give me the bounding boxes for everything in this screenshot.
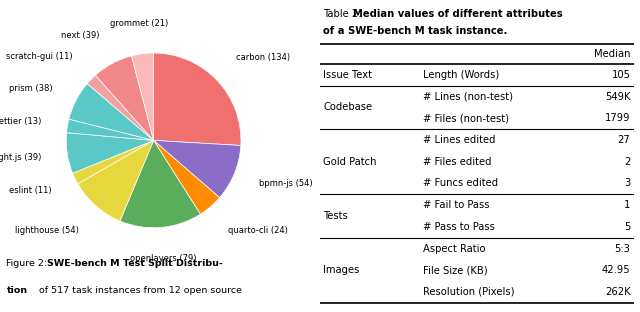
Text: # Pass to Pass: # Pass to Pass bbox=[424, 222, 495, 232]
Text: scratch-gui (11): scratch-gui (11) bbox=[6, 52, 72, 61]
Text: 2: 2 bbox=[624, 157, 630, 167]
Wedge shape bbox=[73, 140, 154, 184]
Text: 27: 27 bbox=[618, 135, 630, 145]
Text: File Size (KB): File Size (KB) bbox=[424, 265, 488, 275]
Text: tion: tion bbox=[6, 286, 28, 295]
Wedge shape bbox=[154, 140, 220, 214]
Text: 262K: 262K bbox=[605, 287, 630, 297]
Text: Length (Words): Length (Words) bbox=[424, 70, 500, 80]
Wedge shape bbox=[120, 140, 200, 228]
Text: # Fail to Pass: # Fail to Pass bbox=[424, 200, 490, 210]
Text: # Lines (non-test): # Lines (non-test) bbox=[424, 92, 513, 102]
Text: 1: 1 bbox=[624, 200, 630, 210]
Text: highlight.js (39): highlight.js (39) bbox=[0, 153, 42, 162]
Text: 5: 5 bbox=[624, 222, 630, 232]
Text: Images: Images bbox=[323, 265, 360, 275]
Wedge shape bbox=[67, 133, 154, 173]
Text: 105: 105 bbox=[611, 70, 630, 80]
Text: 3: 3 bbox=[624, 178, 630, 188]
Text: of a SWE-bench M task instance.: of a SWE-bench M task instance. bbox=[323, 26, 508, 36]
Text: grommet (21): grommet (21) bbox=[110, 19, 168, 28]
Text: of 517 task instances from 12 open source: of 517 task instances from 12 open sourc… bbox=[36, 286, 241, 295]
Wedge shape bbox=[95, 56, 154, 140]
Text: Issue Text: Issue Text bbox=[323, 70, 372, 80]
Text: next (39): next (39) bbox=[61, 31, 100, 40]
Wedge shape bbox=[78, 140, 154, 221]
Wedge shape bbox=[87, 75, 154, 140]
Text: # Files (non-test): # Files (non-test) bbox=[424, 113, 509, 123]
Text: Aspect Ratio: Aspect Ratio bbox=[424, 243, 486, 254]
Text: openlayers (79): openlayers (79) bbox=[130, 254, 196, 263]
Text: Median values of different attributes: Median values of different attributes bbox=[353, 9, 563, 19]
Text: # Funcs edited: # Funcs edited bbox=[424, 178, 499, 188]
Text: bpmn-js (54): bpmn-js (54) bbox=[259, 179, 312, 188]
Text: carbon (134): carbon (134) bbox=[236, 53, 291, 62]
Wedge shape bbox=[132, 53, 154, 140]
Text: SWE-bench M Test Split Distribu-: SWE-bench M Test Split Distribu- bbox=[47, 259, 223, 268]
Text: 549K: 549K bbox=[605, 92, 630, 102]
Text: 1799: 1799 bbox=[605, 113, 630, 123]
Text: Codebase: Codebase bbox=[323, 102, 372, 112]
Wedge shape bbox=[154, 53, 241, 145]
Text: 5:3: 5:3 bbox=[614, 243, 630, 254]
Text: prism (38): prism (38) bbox=[9, 84, 52, 93]
Text: eslint (11): eslint (11) bbox=[9, 186, 51, 195]
Text: prettier (13): prettier (13) bbox=[0, 117, 42, 126]
Text: 42.95: 42.95 bbox=[602, 265, 630, 275]
Wedge shape bbox=[67, 119, 154, 140]
Text: # Files edited: # Files edited bbox=[424, 157, 492, 167]
Text: # Lines edited: # Lines edited bbox=[424, 135, 496, 145]
Text: quarto-cli (24): quarto-cli (24) bbox=[228, 227, 287, 236]
Text: lighthouse (54): lighthouse (54) bbox=[15, 226, 79, 235]
Wedge shape bbox=[69, 84, 154, 140]
Text: Resolution (Pixels): Resolution (Pixels) bbox=[424, 287, 515, 297]
Text: Tests: Tests bbox=[323, 211, 348, 221]
Text: Median: Median bbox=[594, 49, 630, 59]
Text: Table 2:: Table 2: bbox=[323, 9, 365, 19]
Text: Figure 2:: Figure 2: bbox=[6, 259, 54, 268]
Wedge shape bbox=[154, 140, 241, 197]
Text: Gold Patch: Gold Patch bbox=[323, 157, 376, 167]
